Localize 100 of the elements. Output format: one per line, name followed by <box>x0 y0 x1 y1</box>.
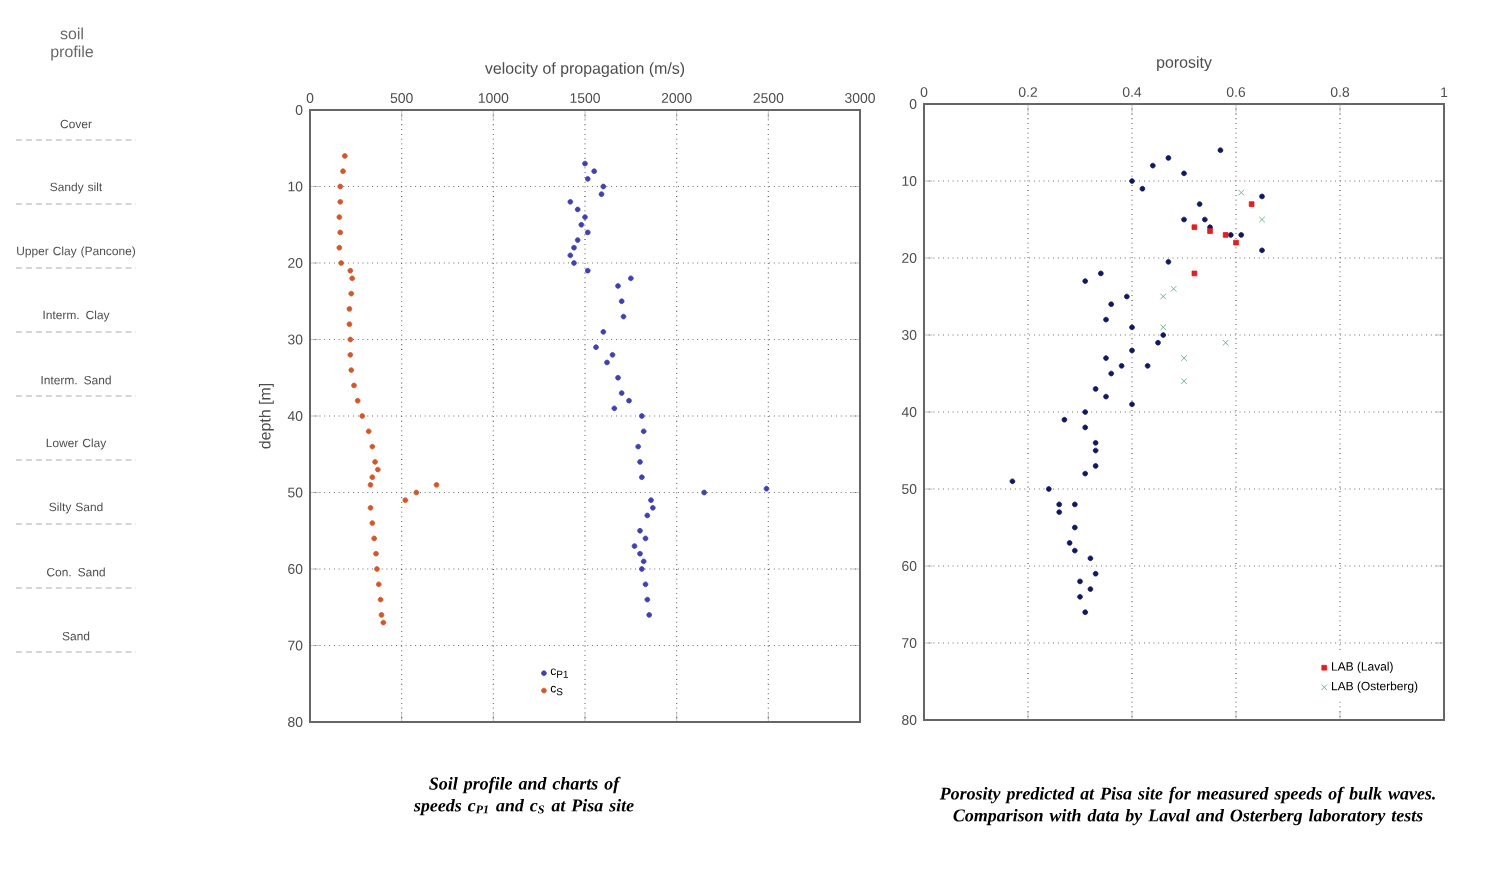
point <box>377 596 384 603</box>
point <box>1108 370 1114 377</box>
point <box>378 612 385 618</box>
point <box>644 596 651 603</box>
point <box>1072 524 1078 531</box>
point <box>637 459 643 465</box>
point <box>650 505 656 511</box>
point <box>380 619 387 626</box>
point <box>1191 270 1198 277</box>
point <box>1092 447 1099 454</box>
point <box>337 229 344 236</box>
point <box>340 168 346 174</box>
point <box>1092 570 1099 577</box>
point <box>637 527 643 534</box>
point <box>639 474 645 480</box>
point <box>574 206 581 213</box>
point <box>611 405 618 412</box>
point <box>644 512 651 519</box>
point <box>1124 293 1130 300</box>
point <box>1180 354 1188 362</box>
point <box>620 313 627 320</box>
point <box>359 413 366 419</box>
point <box>347 336 354 343</box>
point <box>367 482 374 488</box>
point <box>346 306 353 312</box>
point <box>1009 478 1016 485</box>
point <box>413 489 420 496</box>
point <box>1092 440 1099 446</box>
point <box>1160 332 1166 338</box>
point <box>336 214 343 220</box>
point <box>701 489 707 496</box>
point <box>626 397 632 404</box>
point <box>598 191 605 197</box>
point <box>1165 259 1172 265</box>
point <box>1222 232 1229 238</box>
point <box>591 168 597 174</box>
point <box>1159 293 1167 300</box>
point <box>1087 555 1094 562</box>
point <box>1259 247 1265 254</box>
point <box>1082 609 1088 615</box>
point <box>1087 586 1094 592</box>
point <box>763 485 770 492</box>
point <box>648 497 654 503</box>
point <box>367 505 374 511</box>
point <box>571 260 577 266</box>
point <box>1144 363 1151 369</box>
point <box>571 244 577 251</box>
point <box>1108 301 1114 308</box>
point <box>347 267 354 274</box>
point <box>615 374 621 381</box>
text: Porosity predicted at Pisa site for measured speeds of bulk waves. Comparison with data by Laval and Osterberg laboratory tests <box>939 786 1435 826</box>
point <box>1072 547 1078 554</box>
point <box>1170 285 1177 293</box>
text: Soil profile and charts of speeds c$_{P1}$ and c$_{S}$ at Pisa site <box>413 776 634 816</box>
point <box>640 558 647 565</box>
point <box>1217 147 1224 154</box>
point <box>337 183 344 190</box>
point <box>584 267 591 274</box>
point <box>582 214 588 220</box>
point <box>1061 416 1068 423</box>
point <box>639 413 645 419</box>
point <box>369 443 376 450</box>
point <box>1103 355 1109 361</box>
point <box>1098 270 1104 277</box>
point <box>336 244 343 251</box>
point <box>1222 339 1229 346</box>
point <box>1129 347 1135 354</box>
point <box>1259 193 1265 200</box>
point <box>578 221 585 228</box>
point <box>347 352 354 358</box>
point <box>639 566 645 572</box>
point <box>375 581 382 588</box>
point <box>354 397 361 404</box>
point <box>646 612 652 618</box>
point <box>1092 386 1099 392</box>
point <box>338 260 344 266</box>
point <box>1077 594 1083 600</box>
point <box>628 275 634 282</box>
point <box>1191 224 1198 231</box>
point <box>1248 201 1255 207</box>
point <box>1103 316 1109 323</box>
point <box>433 482 440 488</box>
point <box>1082 470 1088 477</box>
point <box>1202 216 1208 223</box>
point <box>1082 409 1088 415</box>
point <box>1046 486 1052 492</box>
point <box>375 466 381 473</box>
point <box>615 283 621 289</box>
point <box>365 428 372 435</box>
point <box>369 520 376 526</box>
point <box>1233 239 1239 246</box>
point <box>567 252 574 259</box>
point <box>1258 216 1266 223</box>
point <box>1082 424 1088 431</box>
point <box>1196 201 1203 207</box>
point <box>402 497 409 503</box>
point <box>600 183 607 190</box>
point <box>348 367 355 373</box>
point <box>1150 162 1156 169</box>
point <box>1103 393 1109 400</box>
